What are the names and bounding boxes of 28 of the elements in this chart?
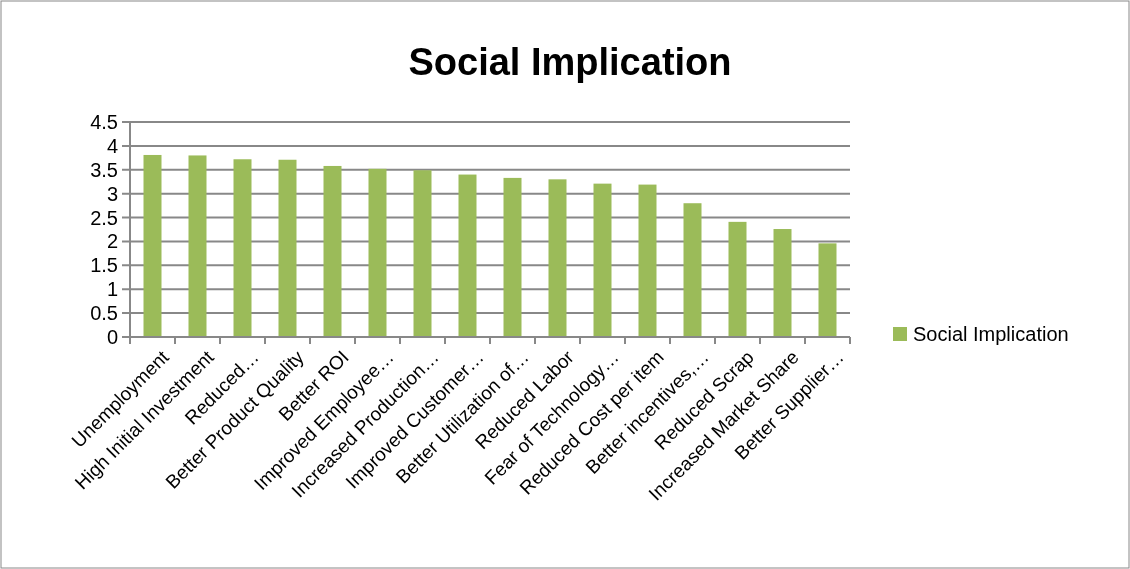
- bar: [143, 154, 162, 337]
- bar: [458, 174, 477, 337]
- bar: [278, 159, 297, 337]
- y-tick-label: 0: [106, 326, 118, 348]
- y-tick-label: 2: [106, 230, 118, 253]
- y-tick-label: 1: [106, 278, 118, 301]
- bar: [728, 221, 747, 337]
- bar: [548, 179, 567, 337]
- y-tick-label: 1.5: [90, 254, 118, 277]
- y-tick-label: 3: [106, 182, 118, 205]
- y-tick-label: 3.5: [90, 158, 118, 181]
- bar: [773, 229, 792, 337]
- chart-title: Social Implication: [408, 41, 732, 83]
- bar: [818, 243, 837, 337]
- bar: [683, 203, 702, 337]
- bar: [233, 159, 252, 337]
- bar: [593, 183, 612, 337]
- bar: [638, 184, 657, 337]
- legend-label: Social Implication: [913, 323, 1069, 345]
- bar: [188, 155, 207, 337]
- bar: [413, 170, 432, 337]
- y-tick-label: 4: [106, 134, 118, 157]
- y-tick-label: 2.5: [90, 206, 118, 229]
- bar: [323, 165, 342, 337]
- y-tick-label: 4.5: [90, 111, 118, 133]
- bar: [503, 177, 522, 337]
- y-tick-label: 0.5: [90, 302, 118, 325]
- bar: [368, 168, 387, 337]
